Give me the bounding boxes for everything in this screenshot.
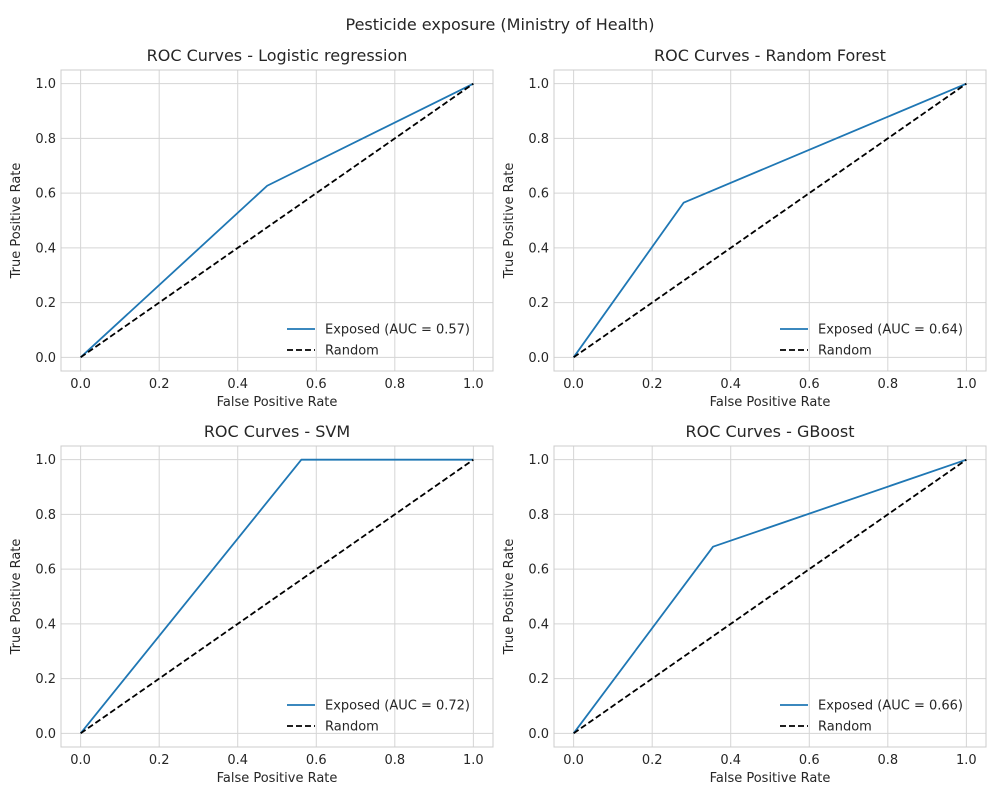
x-tick-label: 0.6 [799,377,820,392]
legend-label: Random [818,344,872,359]
x-tick-label: 0.0 [70,753,91,768]
x-tick-label: 0.0 [70,377,91,392]
x-tick-label: 0.2 [149,377,170,392]
axes-frame [553,445,987,748]
x-tick-label: 0.6 [799,753,820,768]
legend: Exposed (AUC = 0.72) Random [287,699,470,735]
y-tick-label: 0.6 [528,563,549,578]
y-tick-label: 0.4 [35,241,56,256]
x-tick-label: 0.8 [877,377,898,392]
x-tick-label: 0.6 [306,753,327,768]
y-axis-label: True Positive Rate [9,163,24,280]
x-tick-label: 0.4 [227,377,248,392]
series-line-exposed-auc-0-66 [572,458,967,734]
roc-panel-2: 0.0 0.2 0.4 0.6 0.8 1.0 0.0 0.2 0.4 0.6 0.8 1.0 ROC … [502,46,987,410]
y-tick-label: 0.8 [35,508,56,523]
roc-panel-4: 0.0 0.2 0.4 0.6 0.8 1.0 0.0 0.2 0.4 0.6 0.8 1.0 ROC … [502,422,987,786]
y-tick-label: 1.0 [528,77,549,92]
y-tick-label: 0.2 [35,296,56,311]
legend: Exposed (AUC = 0.57) Random [287,323,470,359]
y-tick-label: 1.0 [35,453,56,468]
y-axis-label: True Positive Rate [9,539,24,656]
y-tick-label: 0.0 [528,727,549,742]
legend: Exposed (AUC = 0.64) Random [780,323,963,359]
x-axis-label: False Positive Rate [217,771,338,786]
legend-label: Exposed (AUC = 0.57) [325,323,470,338]
x-axis-label: False Positive Rate [710,771,831,786]
series-line-random [80,82,474,359]
x-tick-label: 0.4 [720,377,741,392]
x-tick-label: 0.8 [877,753,898,768]
series-line-random [80,458,474,735]
y-tick-label: 0.4 [528,617,549,632]
x-tick-label: 1.0 [956,753,977,768]
y-tick-label: 0.6 [35,187,56,202]
y-tick-label: 0.2 [35,672,56,687]
series-line-exposed-auc-0-64 [572,82,967,358]
y-tick-label: 1.0 [528,453,549,468]
y-tick-label: 0.0 [35,351,56,366]
panel-title: ROC Curves - SVM [204,422,350,441]
y-tick-label: 0.4 [35,617,56,632]
x-tick-label: 0.8 [384,377,405,392]
roc-panel-3: 0.0 0.2 0.4 0.6 0.8 1.0 0.0 0.2 0.4 0.6 0.8 1.0 ROC … [9,422,494,786]
panel-title: ROC Curves - Random Forest [654,46,886,65]
y-tick-label: 0.6 [528,187,549,202]
series-line-exposed-auc-0-57 [80,82,474,358]
y-tick-label: 0.4 [528,241,549,256]
x-tick-label: 0.2 [149,753,170,768]
legend-label: Random [325,720,379,735]
panel-title: ROC Curves - Logistic regression [147,46,408,65]
legend-label: Exposed (AUC = 0.66) [818,699,963,714]
x-tick-label: 0.6 [306,377,327,392]
roc-panel-1: 0.0 0.2 0.4 0.6 0.8 1.0 0.0 0.2 0.4 0.6 0.8 1.0 ROC … [9,46,494,410]
panel-title: ROC Curves - GBoost [685,422,854,441]
x-tick-label: 1.0 [956,377,977,392]
legend-label: Exposed (AUC = 0.64) [818,323,963,338]
y-axis-label: True Positive Rate [502,539,517,656]
x-axis-label: False Positive Rate [217,395,338,410]
x-axis-label: False Positive Rate [710,395,831,410]
y-tick-label: 0.8 [528,132,549,147]
y-tick-label: 0.8 [35,132,56,147]
series-line-random [573,458,967,735]
x-tick-label: 0.0 [563,753,584,768]
legend-label: Exposed (AUC = 0.72) [325,699,470,714]
x-tick-label: 0.2 [642,377,663,392]
x-tick-label: 1.0 [463,377,484,392]
y-tick-label: 1.0 [35,77,56,92]
y-tick-label: 0.6 [35,563,56,578]
y-tick-label: 0.2 [528,296,549,311]
y-tick-label: 0.0 [35,727,56,742]
x-tick-label: 0.4 [227,753,248,768]
x-tick-label: 0.0 [563,377,584,392]
axes-frame [60,445,494,748]
y-tick-label: 0.2 [528,672,549,687]
x-tick-label: 0.4 [720,753,741,768]
axes-frame [60,69,494,372]
subplot-grid: 0.0 0.2 0.4 0.6 0.8 1.0 0.0 0.2 0.4 0.6 0.8 1.0 ROC … [9,46,987,786]
axes-frame [553,69,987,372]
series-line-random [573,82,967,359]
y-tick-label: 0.8 [528,508,549,523]
series-line-exposed-auc-0-72 [79,458,474,734]
y-tick-label: 0.0 [528,351,549,366]
y-axis-label: True Positive Rate [502,163,517,280]
x-tick-label: 0.8 [384,753,405,768]
figure-suptitle: Pesticide exposure (Ministry of Health) [345,15,654,34]
legend-label: Random [818,720,872,735]
legend-label: Random [325,344,379,359]
legend: Exposed (AUC = 0.66) Random [780,699,963,735]
x-tick-label: 0.2 [642,753,663,768]
x-tick-label: 1.0 [463,753,484,768]
